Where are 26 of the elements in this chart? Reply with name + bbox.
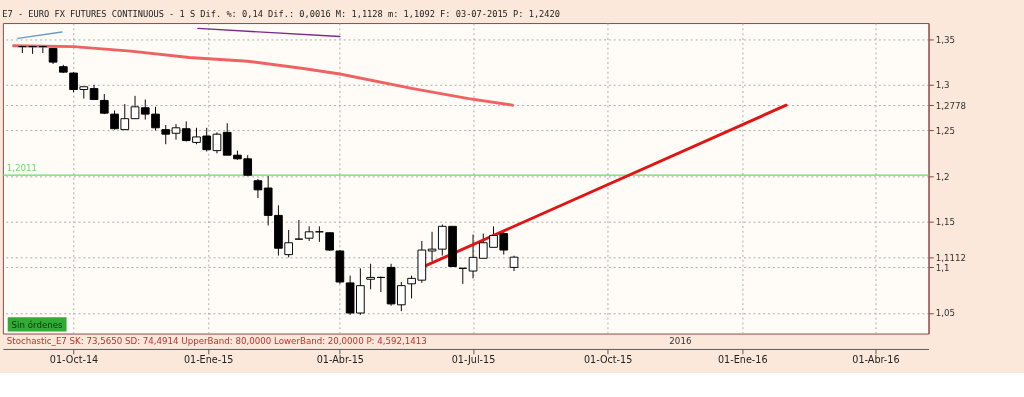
y-tick-label: 1,1 — [935, 262, 950, 273]
y-tick-label: 1,35 — [935, 34, 956, 45]
text: 2016 — [669, 336, 692, 347]
y-tick-label: 1,2778 — [935, 100, 967, 111]
y-tick-label: 1,05 — [935, 308, 956, 319]
candlestick — [294, 219, 304, 240]
x-tick-label: 01-Ene-15 — [183, 353, 234, 365]
y-tick-label: 1,1112 — [935, 252, 967, 263]
x-tick-label: 01-Jul-15 — [451, 353, 496, 365]
x-tick-label: 01-Oct-15 — [583, 353, 633, 365]
y-tick-label: 1,15 — [935, 217, 956, 228]
y-tick-label: 1,2 — [935, 171, 950, 182]
text: Stochastic_E7 SK: 73,5650 SD: 74,4914 UpperBand: 80,0000 LowerBand: 20,0000 P: 4,592,1413 — [6, 336, 427, 347]
chart-title: E7 - EURO FX FUTURES CONTINUOUS - 1 S Dif. %: 0,14 Dif.: 0,0016 M: 1,1128 m: 1,1092 F: 03-07-2015 P: 1,2420 — [2, 9, 560, 20]
x-tick-label: 01-Ene-16 — [717, 353, 768, 365]
y-tick-label: 1,25 — [935, 125, 956, 136]
candlestick — [253, 178, 263, 199]
candlestick — [366, 263, 375, 290]
x-tick-label: 01-Abr-15 — [316, 353, 364, 365]
x-tick-label: 01-Abr-16 — [852, 353, 900, 365]
candlestick — [304, 225, 314, 242]
line-series — [12, 44, 514, 107]
ref-line-label: 1,2011 — [6, 163, 38, 174]
annotation: Sin órdenes — [11, 319, 64, 330]
y-tick-label: 1,3 — [935, 80, 950, 91]
x-tick-label: 01-Oct-14 — [49, 353, 99, 365]
